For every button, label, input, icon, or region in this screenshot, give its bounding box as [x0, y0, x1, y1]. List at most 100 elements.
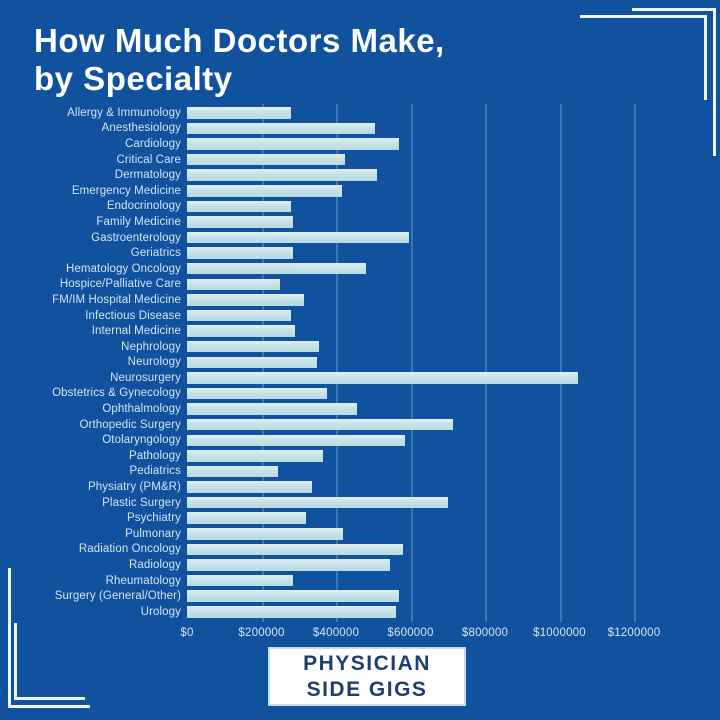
bar-track [187, 559, 720, 571]
bar [187, 231, 409, 244]
category-label: Hematology Oncology [65, 262, 181, 275]
bar-track [187, 216, 720, 228]
x-axis-tick-label: $800000 [461, 627, 509, 639]
bar [187, 559, 390, 571]
x-axis-tick-label: $1200000 [607, 627, 661, 639]
x-axis: $0 $200000 $400000 $600000 $800000 $1000000 $1… [180, 627, 720, 643]
category-label: Internal Medicine [91, 325, 181, 338]
bar [187, 294, 305, 306]
bar [187, 216, 294, 228]
chart-row: Psychiatry [0, 510, 720, 526]
bar-track [187, 372, 720, 384]
bar [187, 574, 294, 587]
bar [187, 481, 312, 493]
chart-row: Gastroenterology [0, 230, 720, 246]
chart-title: How Much Doctors Make, by Specialty [34, 22, 445, 98]
chart-row: Rheumatology [0, 573, 720, 589]
bar [187, 107, 292, 119]
bar-track [187, 543, 720, 556]
bar [187, 434, 405, 447]
bar-track [187, 325, 720, 337]
category-label: Surgery (General/Other) [54, 590, 181, 603]
chart-row: FM/IM Hospital Medicine [0, 292, 720, 308]
bar-track [187, 387, 720, 400]
chart-row: Radiology [0, 557, 720, 573]
bar [187, 512, 307, 524]
chart-row: Pulmonary [0, 526, 720, 542]
bar [187, 403, 357, 415]
category-label: Emergency Medicine [71, 184, 181, 197]
bar-track [187, 606, 720, 618]
bar-track [187, 278, 720, 291]
chart-row: Urology [0, 604, 720, 620]
bar [187, 200, 292, 213]
bar-track [187, 434, 720, 447]
category-label: Psychiatry [126, 512, 181, 525]
chart-row: Obstetrics & Gynecology [0, 386, 720, 402]
chart-row: Pathology [0, 448, 720, 464]
category-label: Radiation Oncology [78, 543, 181, 556]
category-label: Pulmonary [125, 527, 181, 540]
category-label: Orthopedic Surgery [79, 418, 181, 431]
chart-row: Geriatrics [0, 245, 720, 261]
bar-track [187, 418, 720, 431]
bar-track [187, 185, 720, 197]
brand-badge-line-2: SIDE GIGS [306, 677, 428, 701]
bar [187, 496, 448, 509]
bar-track [187, 107, 720, 119]
chart-row: Nephrology [0, 339, 720, 355]
bar-track [187, 528, 720, 540]
bar [187, 543, 404, 556]
brand-badge-line-1: PHYSICIAN [303, 651, 431, 675]
chart-row: Cardiology [0, 136, 720, 152]
category-label: Plastic Surgery [102, 496, 181, 509]
chart-row: Emergency Medicine [0, 183, 720, 199]
corner-bracket-bottom-left-outer [8, 568, 90, 708]
category-label: Family Medicine [96, 215, 181, 228]
gridline [410, 104, 413, 622]
brand-badge: PHYSICIAN SIDE GIGS [268, 647, 466, 706]
bar [187, 418, 454, 431]
category-label: Neurology [127, 356, 181, 369]
category-label: Otolaryngology [102, 434, 181, 447]
gridline [559, 104, 562, 622]
bar-track [187, 481, 720, 493]
category-label: Cardiology [125, 137, 181, 150]
bar [187, 465, 279, 478]
corner-bracket-bottom-left-inner [14, 623, 85, 700]
category-label: Rheumatology [105, 574, 181, 587]
category-label: Anesthesiology [101, 122, 181, 135]
gridline [336, 104, 338, 622]
category-label: Urology [140, 605, 181, 618]
category-label: Endocrinology [106, 200, 181, 213]
category-label: Obstetrics & Gynecology [52, 387, 181, 400]
category-label: Pediatrics [129, 465, 181, 478]
x-axis-tick-label: $1000000 [533, 627, 586, 639]
bar [187, 262, 366, 275]
bar [187, 606, 396, 618]
category-label: Allergy & Immunology [67, 106, 181, 119]
chart-row: Critical Care [0, 152, 720, 168]
bar [187, 340, 320, 353]
bar [187, 450, 323, 462]
bar-track [187, 231, 720, 244]
category-label: Dermatology [114, 169, 181, 182]
bar-track [187, 153, 720, 166]
chart-row: Surgery (General/Other) [0, 588, 720, 604]
category-label: Neurosurgery [110, 371, 181, 384]
bar-track [187, 590, 720, 602]
chart-row: Radiation Oncology [0, 542, 720, 558]
bar [187, 278, 281, 291]
bar-track [187, 450, 720, 462]
chart-row: Anesthesiology [0, 121, 720, 137]
category-label: Geriatrics [130, 247, 181, 260]
chart-title-line-2: by Specialty [34, 60, 233, 97]
chart-row: Physiatry (PM&R) [0, 479, 720, 495]
bar [187, 590, 400, 602]
bar-track [187, 247, 720, 259]
category-label: Nephrology [121, 340, 181, 353]
chart-row: Hematology Oncology [0, 261, 720, 277]
bar [187, 356, 318, 369]
category-label: Pathology [128, 449, 181, 462]
chart-row: Infectious Disease [0, 308, 720, 324]
